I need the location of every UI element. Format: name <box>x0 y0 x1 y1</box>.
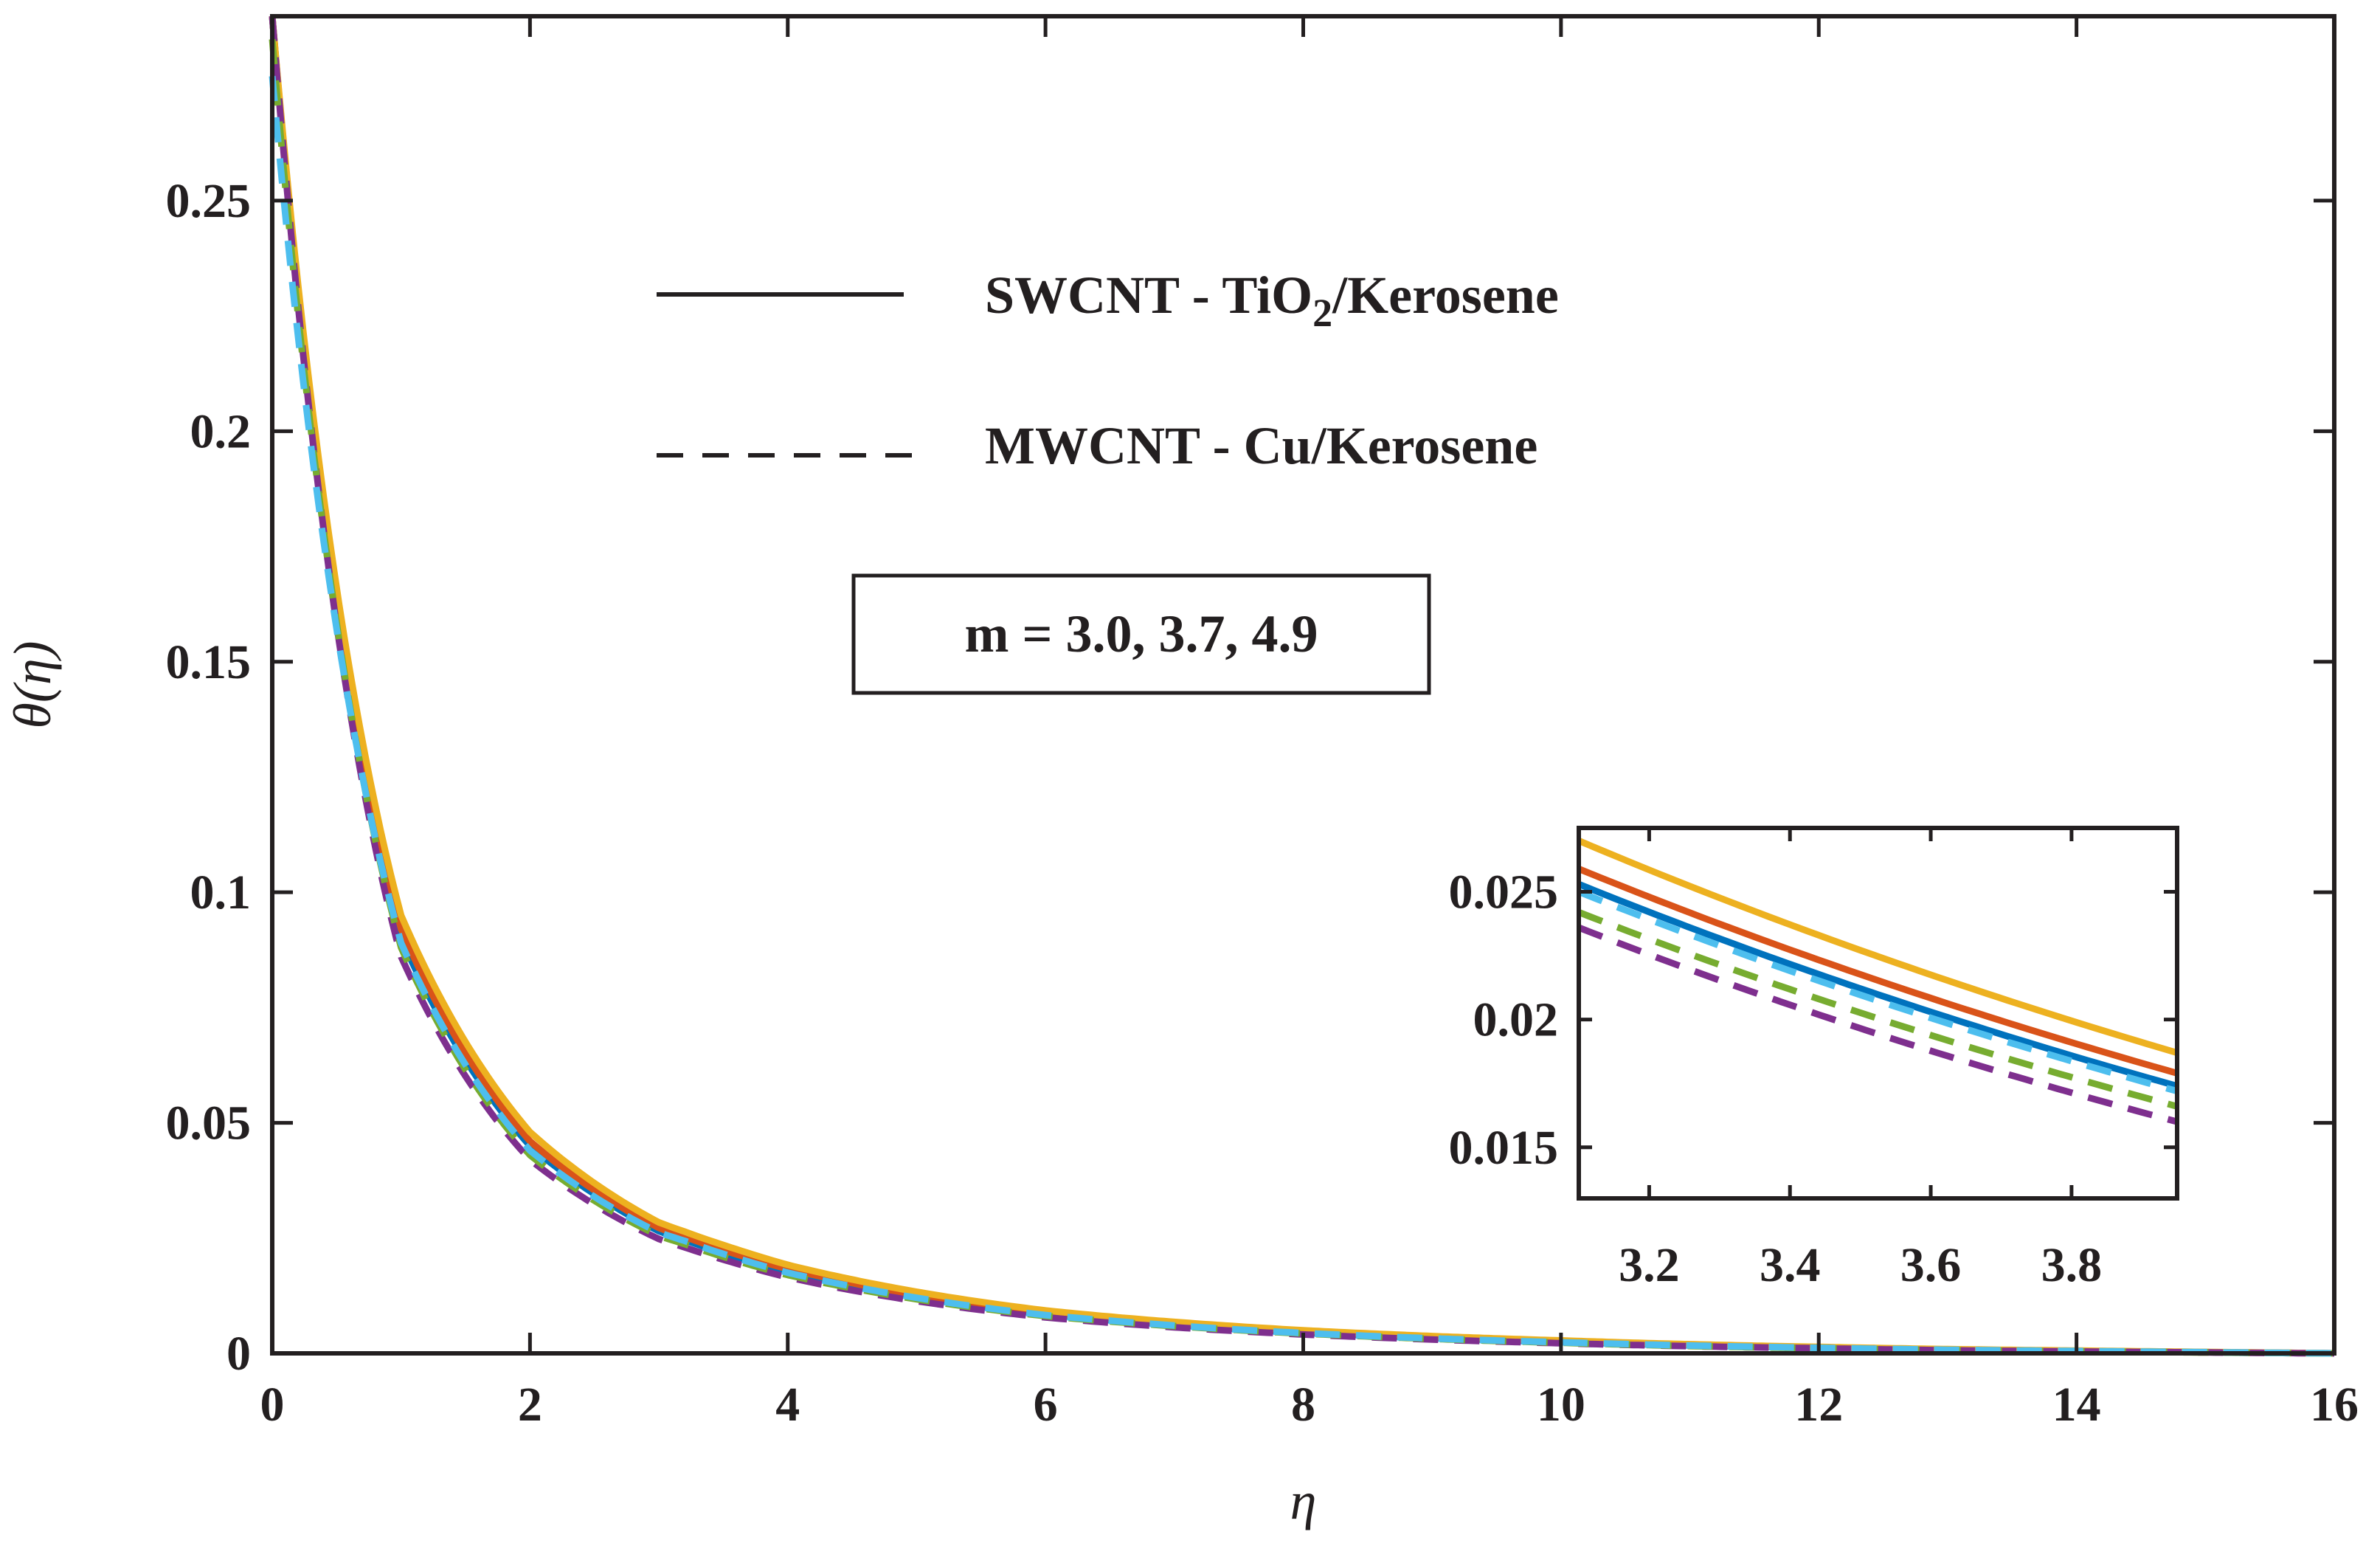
inset-series-group <box>1577 838 2179 1125</box>
main-x-tick-label: 10 <box>1537 1378 1585 1432</box>
inset-y-tick-label: 0.025 <box>1449 866 1559 919</box>
main-y-tick-label: 0.15 <box>166 635 252 689</box>
main-x-tick-label: 0 <box>260 1378 285 1432</box>
legend-label-swcnt-subscript: 2 <box>1312 291 1332 335</box>
inset-series-line-1 <box>1577 866 2179 1077</box>
main-x-tick-label: 8 <box>1291 1378 1315 1432</box>
inset-series-line-2 <box>1577 838 2179 1057</box>
main-x-tick-label: 16 <box>2310 1378 2359 1432</box>
main-y-tick-label: 0.2 <box>190 404 252 458</box>
y-axis-label: θ(η) <box>3 641 62 728</box>
main-x-tick-label: 4 <box>775 1378 800 1432</box>
main-y-tick-label: 0.25 <box>166 174 252 228</box>
legend-label-swcnt-main: SWCNT - TiO <box>985 266 1312 325</box>
inset-series-line-0 <box>1577 881 2179 1090</box>
inset-y-tick-label: 0.015 <box>1449 1121 1559 1175</box>
main-y-tick-labels: 0 0.05 0.1 0.15 0.2 0.25 <box>166 174 252 1381</box>
main-x-tick-label: 12 <box>1794 1378 1843 1432</box>
inset-x-tick-label: 3.8 <box>2041 1238 2103 1292</box>
inset-x-tick-labels: 3.2 3.4 3.6 3.8 <box>1619 1238 2102 1292</box>
x-axis-label: η <box>1290 1471 1317 1530</box>
inset-series-line-4 <box>1577 909 2179 1110</box>
annotation-text: m = 3.0, 3.7, 4.9 <box>964 604 1318 663</box>
inset-x-tick-label: 3.6 <box>1900 1238 1962 1292</box>
main-plot: 0 2 4 6 8 10 12 14 16 0 0.05 0.1 0.15 0.2 0.25 η θ(η) <box>3 14 2359 1530</box>
annotation-box <box>851 573 1431 695</box>
main-y-tick-label: 0.05 <box>166 1097 252 1150</box>
legend-label-swcnt: SWCNT - TiO2/Kerosene <box>985 266 1559 335</box>
inset-ticks-group <box>1579 828 2177 1198</box>
main-series-line-5 <box>269 75 2335 1357</box>
inset-axes-frame <box>1577 826 2179 1201</box>
parameter-annotation: m = 3.0, 3.7, 4.9 <box>851 573 1431 695</box>
inset-background <box>1579 828 2177 1198</box>
main-x-tick-label: 6 <box>1034 1378 1058 1432</box>
inset-y-tick-label: 0.02 <box>1473 993 1559 1047</box>
main-x-tick-labels: 0 2 4 6 8 10 12 14 16 <box>260 1378 2359 1432</box>
main-x-tick-label: 2 <box>518 1378 542 1432</box>
inset-x-tick-label: 3.2 <box>1619 1238 1680 1292</box>
main-ticks-group <box>270 16 2336 1356</box>
inset-plot: 3.2 3.4 3.6 3.8 0.015 0.02 0.025 <box>1449 826 2179 1292</box>
inset-series-line-5 <box>1577 888 2179 1094</box>
inset-series-line-3 <box>1577 924 2179 1125</box>
inset-y-tick-labels: 0.015 0.02 0.025 <box>1449 866 1559 1175</box>
legend-label-swcnt-tail: /Kerosene <box>1332 266 1559 325</box>
main-y-tick-label: 0.1 <box>190 866 252 919</box>
legend-label-mwcnt: MWCNT - Cu/Kerosene <box>985 416 1537 475</box>
inset-x-tick-label: 3.4 <box>1760 1238 1821 1292</box>
main-x-tick-label: 14 <box>2052 1378 2101 1432</box>
main-y-tick-label: 0 <box>226 1327 251 1381</box>
legend: SWCNT - TiO2/Kerosene MWCNT - Cu/Kerosen… <box>657 266 1559 475</box>
